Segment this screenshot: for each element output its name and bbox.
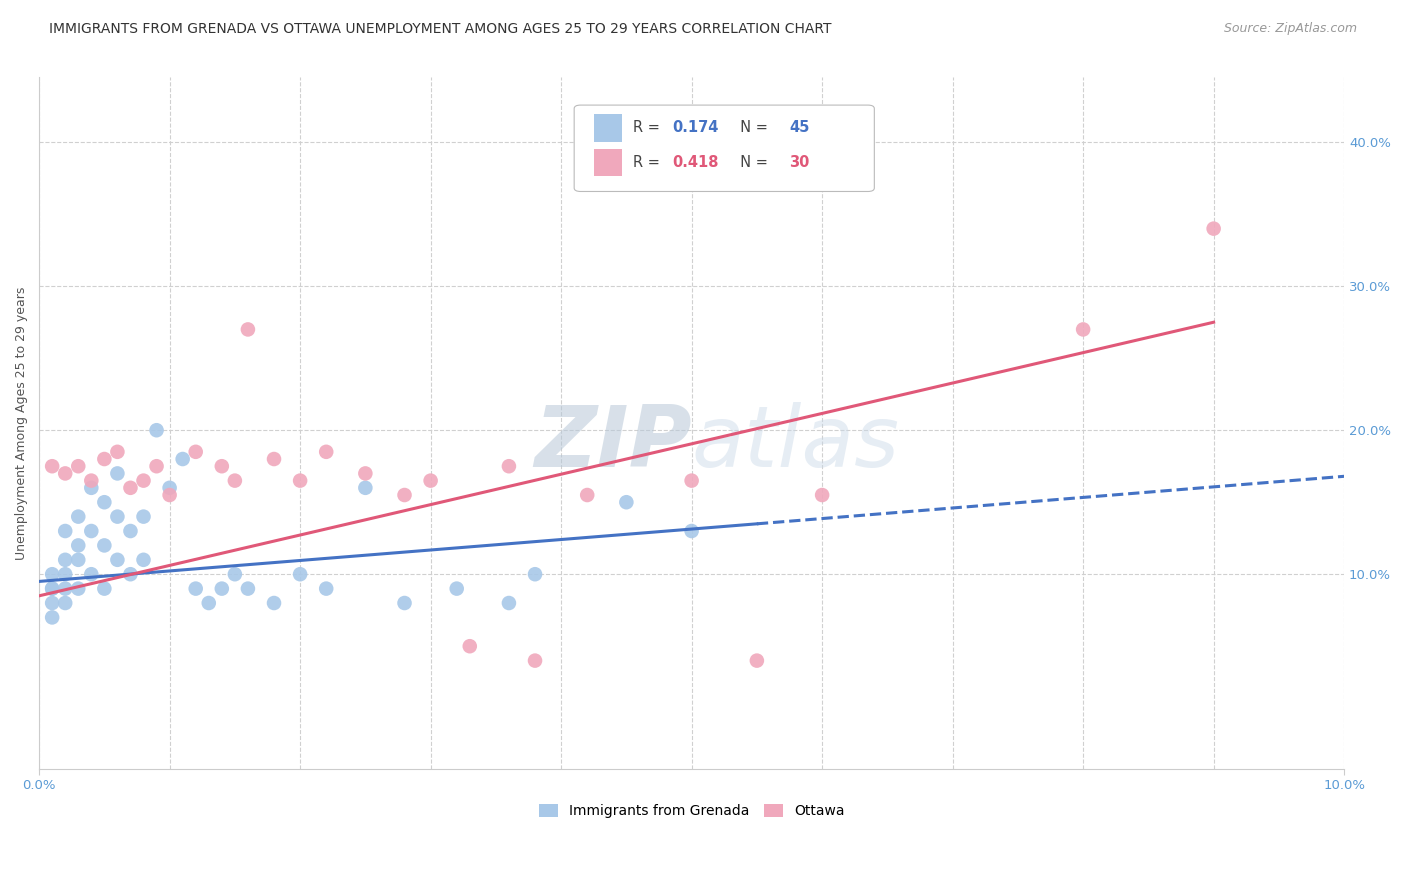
Point (263, 596, 285, 610)
Point (394, 596, 416, 610)
Point (197, 596, 219, 610)
Point (288, 567, 311, 582)
Point (681, 474, 703, 488)
Text: IMMIGRANTS FROM GRENADA VS OTTAWA UNEMPLOYMENT AMONG AGES 25 TO 29 YEARS CORRELA: IMMIGRANTS FROM GRENADA VS OTTAWA UNEMPL… (49, 22, 832, 37)
Point (1202, 221, 1225, 235)
Text: N =: N = (731, 120, 772, 136)
Point (41, 459, 63, 474)
Point (263, 452, 285, 467)
Point (53, 596, 76, 610)
Point (132, 509, 155, 524)
Point (419, 474, 441, 488)
Point (354, 467, 377, 481)
Point (159, 481, 181, 495)
Point (53, 582, 76, 596)
Point (80, 474, 103, 488)
Point (53, 467, 76, 481)
Point (288, 474, 311, 488)
Point (498, 459, 520, 474)
Point (616, 495, 638, 509)
Point (80, 524, 103, 538)
Point (354, 481, 377, 495)
Point (458, 639, 481, 653)
Point (93, 538, 115, 552)
Point (145, 459, 167, 474)
Point (67, 509, 90, 524)
Point (67, 459, 90, 474)
Text: N =: N = (731, 155, 772, 170)
Point (681, 524, 703, 538)
Text: Source: ZipAtlas.com: Source: ZipAtlas.com (1223, 22, 1357, 36)
Text: R =: R = (633, 120, 665, 136)
Text: ZIP: ZIP (534, 402, 692, 485)
FancyBboxPatch shape (593, 114, 623, 142)
Point (93, 495, 115, 509)
Point (524, 654, 547, 668)
Point (67, 538, 90, 552)
Point (107, 553, 129, 567)
Text: atlas: atlas (692, 402, 900, 485)
Point (224, 474, 246, 488)
Point (184, 445, 207, 459)
Point (132, 474, 155, 488)
Point (80, 481, 103, 495)
Point (41, 610, 63, 624)
Point (41, 582, 63, 596)
Point (576, 488, 599, 502)
Point (107, 509, 129, 524)
Point (41, 582, 63, 596)
Point (80, 567, 103, 582)
FancyBboxPatch shape (574, 105, 875, 192)
Point (132, 553, 155, 567)
Point (93, 452, 115, 467)
Point (107, 467, 129, 481)
Point (159, 488, 181, 502)
Point (41, 567, 63, 582)
Text: 45: 45 (790, 120, 810, 136)
Point (315, 445, 337, 459)
Point (236, 582, 259, 596)
Point (41, 596, 63, 610)
Y-axis label: Unemployment Among Ages 25 to 29 years: Unemployment Among Ages 25 to 29 years (15, 286, 28, 559)
Point (224, 567, 246, 582)
Legend: Immigrants from Grenada, Ottawa: Immigrants from Grenada, Ottawa (533, 798, 851, 824)
Point (446, 582, 468, 596)
Point (211, 582, 233, 596)
Point (524, 567, 547, 582)
Point (53, 553, 76, 567)
Point (498, 596, 520, 610)
Point (184, 582, 207, 596)
Point (53, 567, 76, 582)
Point (120, 524, 142, 538)
Point (236, 322, 259, 336)
Point (394, 488, 416, 502)
Point (53, 524, 76, 538)
Text: 0.418: 0.418 (672, 155, 718, 170)
Point (120, 567, 142, 582)
Point (67, 553, 90, 567)
Text: 0.174: 0.174 (672, 120, 718, 136)
FancyBboxPatch shape (593, 149, 623, 177)
Point (211, 459, 233, 474)
Point (120, 481, 142, 495)
Point (67, 582, 90, 596)
Point (1071, 322, 1094, 336)
Point (745, 654, 768, 668)
Point (811, 488, 834, 502)
Point (93, 582, 115, 596)
Point (628, 143, 651, 157)
Point (145, 423, 167, 437)
Text: 30: 30 (790, 155, 810, 170)
Point (172, 452, 194, 467)
Text: R =: R = (633, 155, 665, 170)
Point (315, 582, 337, 596)
Point (107, 445, 129, 459)
